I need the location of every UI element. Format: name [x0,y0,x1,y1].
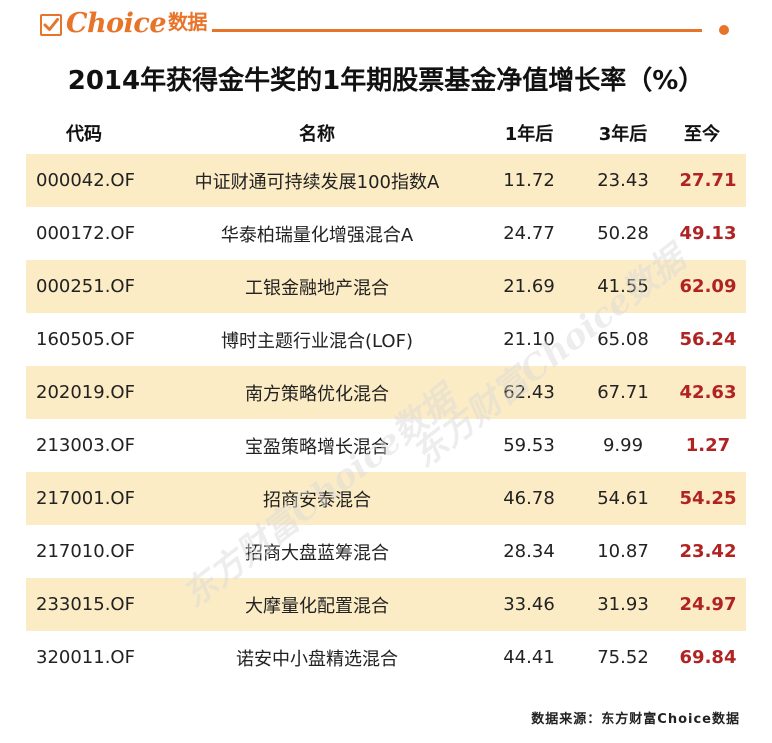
fund-code: 000042.OF [36,170,135,191]
fund-name: 大摩量化配置混合 [245,595,389,617]
return-3y: 23.43 [597,170,649,191]
header: Choice 数据 [0,0,772,60]
fund-code: 000251.OF [36,276,135,297]
page-title: 2014年获得金牛奖的1年期股票基金净值增长率（%） [67,66,705,96]
return-to-date: 42.63 [679,382,737,403]
table-row: 213003.OF 宝盈策略增长混合 59.53 9.99 1.27 [26,419,746,472]
return-to-date: 56.24 [679,329,737,350]
column-header-3y: 3年后 [598,124,648,145]
return-to-date: 23.42 [679,541,737,562]
return-3y: 10.87 [597,541,649,562]
return-3y: 9.99 [602,435,644,456]
return-3y: 67.71 [597,382,649,403]
table-row: 000251.OF 工银金融地产混合 21.69 41.55 62.09 [26,260,746,313]
return-1y: 24.77 [503,223,555,244]
return-1y: 46.78 [503,488,555,509]
column-header-1y: 1年后 [504,124,554,145]
checkmark-icon [40,14,62,36]
logo-text: Choice [66,8,167,39]
fund-name: 华泰柏瑞量化增强混合A [220,224,414,246]
column-header-to-date: 至今 [684,124,720,145]
return-3y: 31.93 [597,594,649,615]
return-to-date: 27.71 [679,170,737,191]
fund-name: 博时主题行业混合(LOF) [221,330,413,352]
return-to-date: 24.97 [679,594,737,615]
return-to-date: 62.09 [679,276,737,297]
return-1y: 21.69 [503,276,555,297]
fund-name: 南方策略优化混合 [245,383,389,405]
fund-table: 代码 名称 1年后 3年后 至今 000042.OF 中证财通可持续发展100指数… [26,112,746,684]
column-header-code: 代码 [66,124,102,145]
return-to-date: 69.84 [679,647,737,668]
return-1y: 21.10 [503,329,555,350]
fund-name: 招商大盘蓝筹混合 [245,542,389,564]
return-to-date: 54.25 [679,488,737,509]
fund-name: 工银金融地产混合 [245,277,389,299]
fund-code: 217010.OF [36,541,135,562]
table-row: 320011.OF 诺安中小盘精选混合 44.41 75.52 69.84 [26,631,746,684]
fund-code: 233015.OF [36,594,135,615]
table-row: 202019.OF 南方策略优化混合 62.43 67.71 42.63 [26,366,746,419]
return-3y: 41.55 [597,276,649,297]
fund-name: 宝盈策略增长混合 [245,436,389,458]
fund-name: 招商安泰混合 [263,489,371,511]
fund-code: 202019.OF [36,382,135,403]
return-1y: 11.72 [503,170,555,191]
table-row: 233015.OF 大摩量化配置混合 33.46 31.93 24.97 [26,578,746,631]
fund-code: 320011.OF [36,647,135,668]
return-1y: 62.43 [503,382,555,403]
source-footer: 数据来源：东方财富Choice数据 [531,712,740,727]
fund-code: 217001.OF [36,488,135,509]
fund-code: 160505.OF [36,329,135,350]
logo-cn: 数据 [168,10,208,34]
return-to-date: 1.27 [685,435,731,456]
return-3y: 75.52 [597,647,649,668]
return-to-date: 49.13 [679,223,737,244]
table-header: 代码 名称 1年后 3年后 至今 [26,112,746,154]
table-row: 000172.OF 华泰柏瑞量化增强混合A 24.77 50.28 49.13 [26,207,746,260]
return-1y: 28.34 [503,541,555,562]
fund-name: 中证财通可持续发展100指数A [194,171,440,193]
return-1y: 59.53 [503,435,555,456]
return-3y: 54.61 [597,488,649,509]
fund-name: 诺安中小盘精选混合 [236,648,398,670]
return-3y: 50.28 [597,223,649,244]
fund-code: 213003.OF [36,435,135,456]
fund-code: 000172.OF [36,223,135,244]
header-divider [212,29,702,32]
return-1y: 44.41 [503,647,555,668]
table-row: 160505.OF 博时主题行业混合(LOF) 21.10 65.08 56.24 [26,313,746,366]
table-body: 000042.OF 中证财通可持续发展100指数A 11.72 23.43 27.71 0… [26,154,746,684]
table-row: 000042.OF 中证财通可持续发展100指数A 11.72 23.43 27.71 [26,154,746,207]
return-3y: 65.08 [597,329,649,350]
return-1y: 33.46 [503,594,555,615]
column-header-name: 名称 [299,124,335,145]
table-row: 217010.OF 招商大盘蓝筹混合 28.34 10.87 23.42 [26,525,746,578]
table-row: 217001.OF 招商安泰混合 46.78 54.61 54.25 [26,472,746,525]
header-dot [719,25,729,35]
logo: Choice 数据 [66,6,208,39]
